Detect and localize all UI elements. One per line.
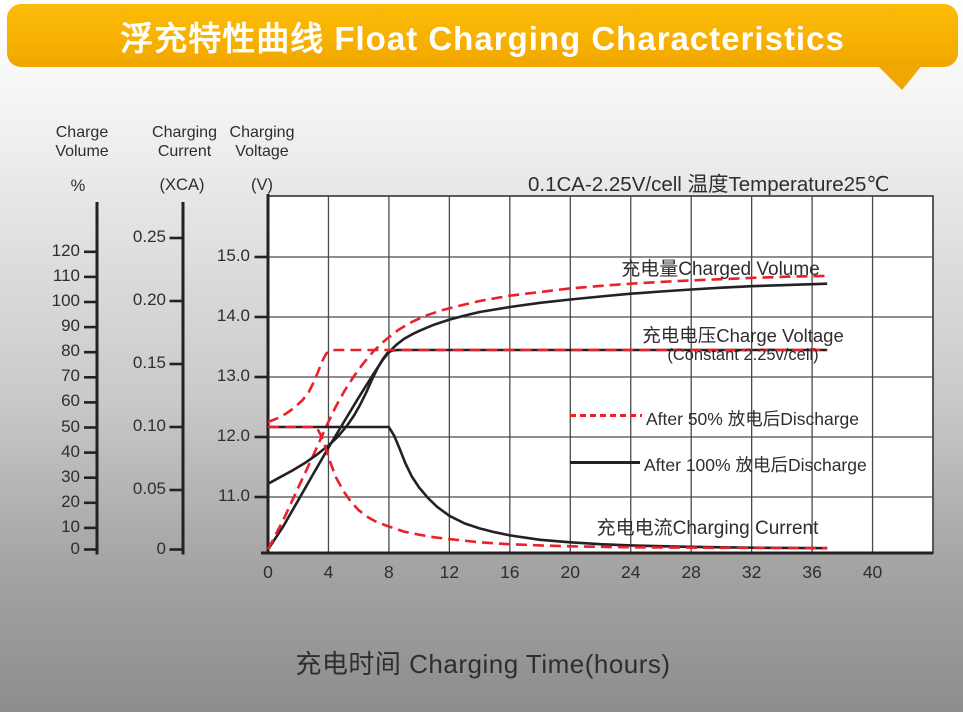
time-tick-label: 24 (621, 562, 641, 582)
x-axis-title: 充电时间 Charging Time(hours) (295, 649, 671, 679)
voltage-axis-unit: (V) (251, 176, 273, 194)
legend-label-100-discharge: After 100% 放电后Discharge (644, 455, 867, 475)
charging-current-label: 充电电流Charging Current (596, 518, 819, 539)
volume-tick-label: 110 (52, 265, 80, 285)
volume-tick-label: 100 (51, 291, 80, 310)
time-tick-label: 12 (439, 562, 460, 582)
voltage-tick-label: 11.0 (218, 486, 250, 505)
time-tick-label: 32 (741, 562, 762, 582)
curve-volume-after-100 (266, 282, 828, 551)
voltage-tick-label: 13.0 (216, 366, 250, 385)
current-tick-label: 0.05 (132, 479, 166, 498)
charged-volume-label: 充电量Charged Volume (621, 259, 820, 280)
volume-tick-label: 70 (61, 366, 80, 386)
curve-voltage-after-50 (267, 348, 828, 424)
test-condition-label: 0.1CA-2.25V/cell 温度Temperature25℃ (528, 173, 890, 196)
volume-tick-label: 10 (61, 516, 80, 536)
plot-area (268, 196, 933, 553)
volume-tick-label: 80 (61, 341, 80, 361)
time-tick-label: 28 (681, 562, 701, 582)
page-title: 浮充特性曲线 Float Charging Characteristics (120, 19, 845, 57)
time-tick-label: 36 (802, 562, 822, 582)
volume-tick-label: 90 (61, 316, 80, 336)
voltage-tick-label: 12.0 (216, 426, 250, 445)
volume-tick-label: 20 (61, 491, 80, 511)
time-tick-label: 40 (862, 562, 883, 582)
volume-axis-unit: % (70, 177, 86, 195)
time-tick-label: 4 (323, 562, 334, 582)
voltage-axis-header: Charging Voltage (229, 124, 295, 160)
volume-tick-label: 40 (61, 441, 80, 461)
legend-label-50-discharge: After 50% 放电后Discharge (646, 409, 859, 429)
volume-tick-label: 0 (70, 538, 80, 558)
curve-current-after-50 (268, 425, 828, 550)
current-tick-label: 0.15 (132, 353, 166, 372)
current-tick-label: 0 (156, 538, 166, 558)
time-tick-label: 16 (500, 562, 520, 582)
legend-line-50-discharge (570, 414, 642, 417)
time-tick-label: 8 (384, 562, 394, 582)
current-tick-label: 0.25 (132, 227, 166, 246)
curve-current-after-100 (268, 425, 828, 550)
curve-volume-after-50 (266, 274, 828, 551)
current-tick-label: 0.10 (132, 416, 166, 435)
volume-axis-header: Charge Volume (55, 124, 109, 160)
current-axis-unit: (XCA) (159, 176, 205, 194)
current-axis-header: Charging Current (152, 124, 217, 160)
volume-tick-label: 60 (61, 391, 80, 411)
volume-tick-label: 30 (61, 466, 80, 486)
time-tick-label: 20 (560, 562, 580, 582)
curve-voltage-after-100 (267, 348, 828, 485)
current-tick-label: 0.20 (132, 290, 166, 309)
charge-voltage-label: 充电电压Charge Voltage (642, 325, 844, 346)
volume-tick-label: 50 (61, 416, 80, 436)
legend-line-100-discharge (570, 461, 640, 464)
voltage-tick-label: 14.0 (216, 306, 250, 325)
charge-voltage-sub-label: (Constant 2.25v/cell) (667, 346, 819, 364)
title-banner: 浮充特性曲线 Float Charging Characteristics (7, 4, 958, 67)
volume-tick-label: 120 (51, 240, 80, 260)
time-tick-label: 0 (263, 562, 273, 582)
voltage-tick-label: 15.0 (216, 246, 250, 265)
